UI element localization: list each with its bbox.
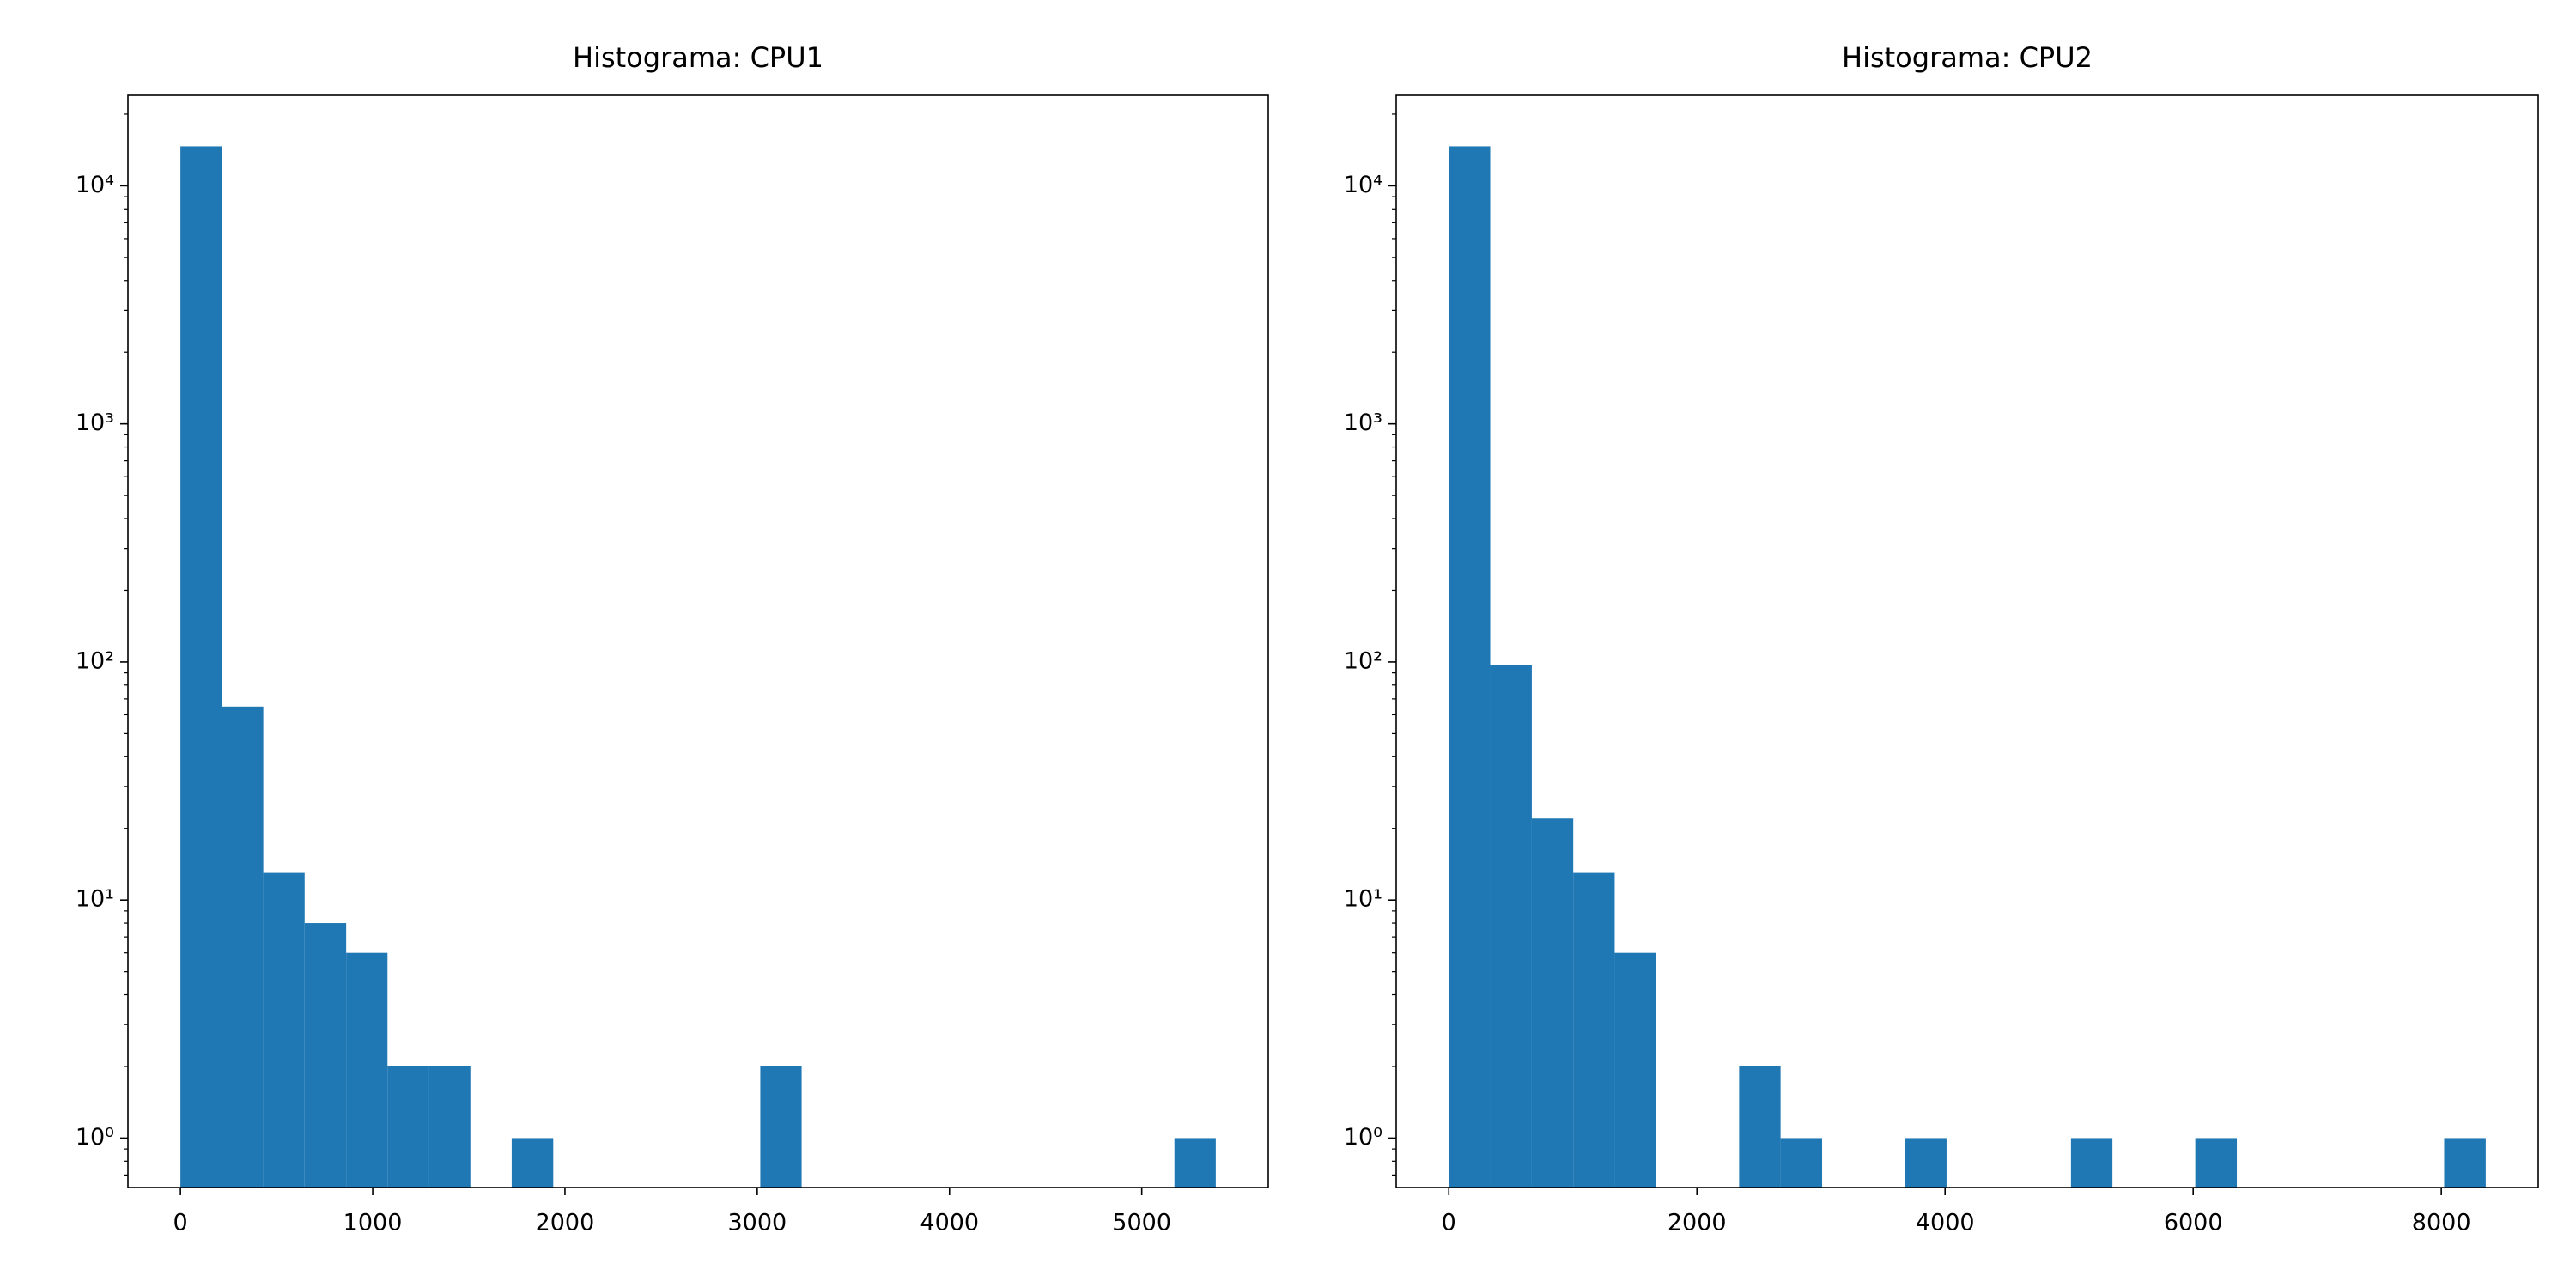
bar — [263, 872, 305, 1188]
bar — [1490, 665, 1532, 1188]
bar — [387, 1066, 429, 1188]
x-tick-label: 4000 — [1916, 1210, 1975, 1236]
bar — [304, 923, 347, 1188]
chart-title: Histograma: CPU2 — [1842, 41, 2093, 74]
x-tick-label: 6000 — [2164, 1210, 2223, 1236]
bar — [511, 1138, 554, 1188]
bar — [1739, 1066, 1781, 1188]
x-tick-label: 5000 — [1112, 1210, 1171, 1236]
bar — [1449, 146, 1491, 1188]
y-tick-label: 10⁰ — [1344, 1124, 1382, 1151]
x-tick-label: 0 — [1442, 1210, 1456, 1236]
x-tick-label: 4000 — [920, 1210, 979, 1236]
x-tick-label: 0 — [173, 1210, 188, 1236]
y-tick-label: 10³ — [76, 410, 114, 436]
plot-frame — [1395, 94, 2539, 1188]
bar — [2195, 1138, 2238, 1188]
y-tick-label: 10¹ — [1344, 886, 1382, 913]
bar — [1531, 818, 1574, 1188]
y-tick-label: 10⁰ — [76, 1124, 114, 1151]
chart-title: Histograma: CPU1 — [573, 41, 823, 74]
bar — [1905, 1138, 1947, 1188]
x-tick-label: 3000 — [727, 1210, 787, 1236]
y-tick-label: 10⁴ — [76, 172, 114, 198]
bar — [1780, 1138, 1823, 1188]
x-tick-label: 2000 — [536, 1210, 595, 1236]
bar — [180, 146, 222, 1188]
x-tick-label: 2000 — [1668, 1210, 1727, 1236]
y-tick-label: 10¹ — [76, 886, 114, 913]
bar — [760, 1066, 802, 1188]
y-tick-label: 10⁴ — [1344, 172, 1382, 198]
bar — [222, 706, 264, 1188]
bar — [346, 952, 388, 1188]
y-tick-label: 10³ — [1344, 410, 1382, 436]
y-tick-label: 10² — [76, 647, 114, 674]
bar — [2444, 1138, 2486, 1188]
bar — [1174, 1138, 1216, 1188]
y-tick-label: 10² — [1344, 647, 1382, 674]
bar — [1614, 952, 1656, 1188]
bar — [428, 1066, 471, 1188]
x-tick-label: 8000 — [2412, 1210, 2471, 1236]
plot-frame — [127, 94, 1269, 1188]
bar — [1573, 872, 1615, 1188]
x-tick-label: 1000 — [343, 1210, 403, 1236]
bar — [2070, 1138, 2113, 1188]
